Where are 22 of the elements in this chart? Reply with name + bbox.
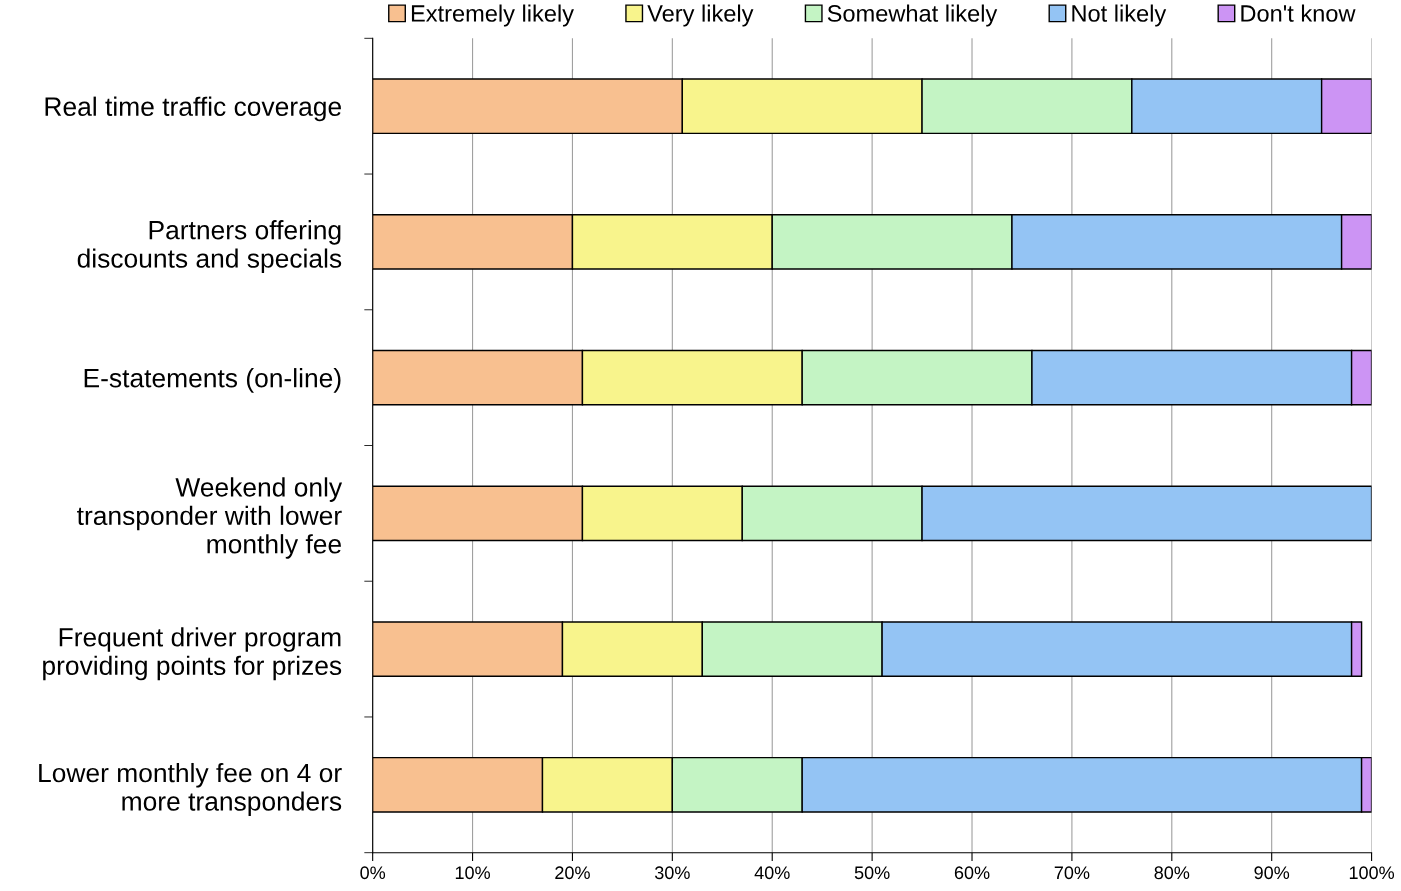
y-tick-label: Frequent driver program providing points for prizes — [43, 627, 342, 681]
x-tick-label: 40% — [754, 866, 790, 880]
x-tick-label: 0% — [360, 866, 386, 880]
legend-label: Somewhat likely — [827, 4, 998, 27]
x-tick-label: 70% — [1054, 866, 1090, 880]
y-tick-label: Weekend only transponder with lower monthly fee — [77, 477, 343, 559]
legend-label: Not likely — [1072, 4, 1167, 27]
y-tick-label: Partners offering discounts and specials — [77, 220, 342, 274]
legend-label: Don't know — [1241, 4, 1356, 22]
x-tick-label: 60% — [954, 866, 990, 880]
x-tick-label: 90% — [1254, 866, 1290, 880]
legend-label: Very likely — [647, 4, 754, 27]
x-tick-label: 100% — [1349, 866, 1395, 880]
x-tick-label: 80% — [1154, 866, 1190, 880]
x-tick-label: 20% — [555, 866, 590, 880]
x-tick-label: 50% — [854, 866, 890, 880]
x-tick-label: 30% — [654, 866, 690, 880]
legend-label: Extremely likely — [411, 4, 574, 27]
y-tick-label: Real time traffic coverage — [45, 96, 341, 122]
y-tick-label: Lower monthly fee on 4 or more transponders — [39, 762, 342, 816]
y-tick-label: E-statements (on-line) — [84, 368, 341, 393]
x-tick-label: 10% — [455, 866, 490, 880]
